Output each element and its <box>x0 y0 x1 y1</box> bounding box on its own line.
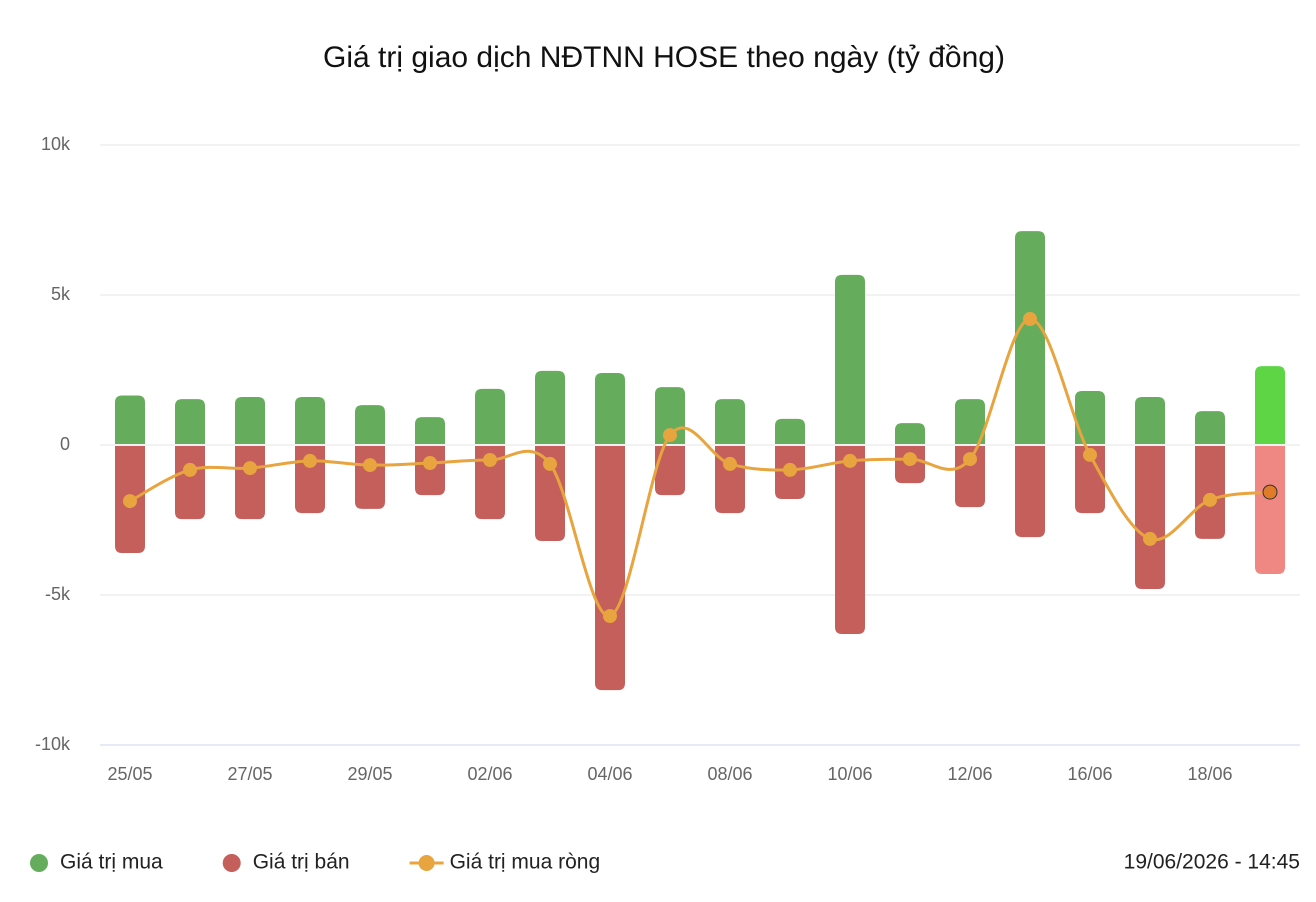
point <box>1262 484 1278 500</box>
bar <box>295 397 325 444</box>
point <box>963 452 977 467</box>
legend-label: Giá trị mua ròng <box>450 851 601 874</box>
bar <box>1015 231 1045 444</box>
bar <box>595 373 625 444</box>
y-tick-label: 10k <box>41 134 71 154</box>
bar <box>655 446 685 496</box>
bar <box>835 446 865 634</box>
bar <box>235 397 265 444</box>
point <box>723 456 737 471</box>
point <box>663 428 677 443</box>
point <box>1083 447 1097 462</box>
y-tick-label: -5k <box>45 584 71 604</box>
x-tick-label: 10/06 <box>827 764 872 784</box>
x-tick-label: 27/05 <box>227 764 272 784</box>
bar <box>895 423 925 444</box>
bar <box>475 446 505 520</box>
point <box>903 452 917 467</box>
point <box>363 458 377 473</box>
bar <box>115 395 145 444</box>
legend-swatch <box>222 854 241 872</box>
y-tick-label: 0 <box>60 434 70 454</box>
bar <box>1135 397 1165 444</box>
point <box>243 461 257 476</box>
bar <box>955 446 985 508</box>
x-tick-label: 02/06 <box>467 764 512 784</box>
point <box>1143 531 1157 546</box>
bar <box>1195 411 1225 444</box>
chart-title: Giá trị giao dịch NĐTNN HOSE theo ngày (… <box>323 41 1005 74</box>
x-tick-label: 16/06 <box>1067 764 1112 784</box>
bar <box>1075 446 1105 514</box>
x-tick-label: 12/06 <box>947 764 992 784</box>
x-tick-label: 29/05 <box>347 764 392 784</box>
point <box>783 462 797 477</box>
bar <box>235 446 265 520</box>
bar <box>595 446 625 691</box>
point <box>1023 312 1037 326</box>
bar <box>535 446 565 541</box>
point <box>303 453 317 468</box>
bar <box>175 446 205 520</box>
bar <box>475 388 505 444</box>
bar <box>1075 391 1105 444</box>
point <box>603 609 617 623</box>
bar <box>175 399 205 444</box>
point <box>183 462 197 477</box>
x-tick-label: 08/06 <box>707 764 752 784</box>
bar <box>1255 366 1285 444</box>
point <box>843 453 857 468</box>
y-tick-label: 5k <box>51 284 71 304</box>
y-tick-label: -10k <box>35 734 71 754</box>
legend-swatch <box>30 854 48 872</box>
bar <box>715 446 745 514</box>
legend-item: Giá trị bán <box>222 851 350 874</box>
point <box>543 456 557 471</box>
bar <box>1195 446 1225 539</box>
bar <box>535 370 565 444</box>
x-tick-label: 18/06 <box>1187 764 1232 784</box>
x-tick-label: 04/06 <box>587 764 632 784</box>
legend-item: Giá trị mua <box>30 851 163 874</box>
point <box>483 453 497 467</box>
bar <box>355 405 385 444</box>
legend-item: Giá trị mua ròng <box>409 851 601 874</box>
legend-label: Giá trị mua <box>60 851 163 874</box>
timestamp: 19/06/2026 - 14:45 <box>1124 851 1300 874</box>
bar <box>415 446 445 496</box>
point <box>423 456 437 470</box>
bar <box>355 446 385 509</box>
point <box>123 494 137 509</box>
legend-label: Giá trị bán <box>253 851 350 874</box>
point <box>1203 492 1217 507</box>
bar <box>955 399 985 444</box>
bar <box>715 399 745 444</box>
line <box>129 317 1271 618</box>
bar <box>835 274 865 444</box>
bar <box>415 417 445 444</box>
x-tick-label: 25/05 <box>107 764 152 784</box>
legend-swatch <box>418 855 435 871</box>
bar <box>1255 446 1285 574</box>
bar <box>1135 446 1165 589</box>
bar <box>1015 446 1045 538</box>
bar <box>775 418 805 444</box>
